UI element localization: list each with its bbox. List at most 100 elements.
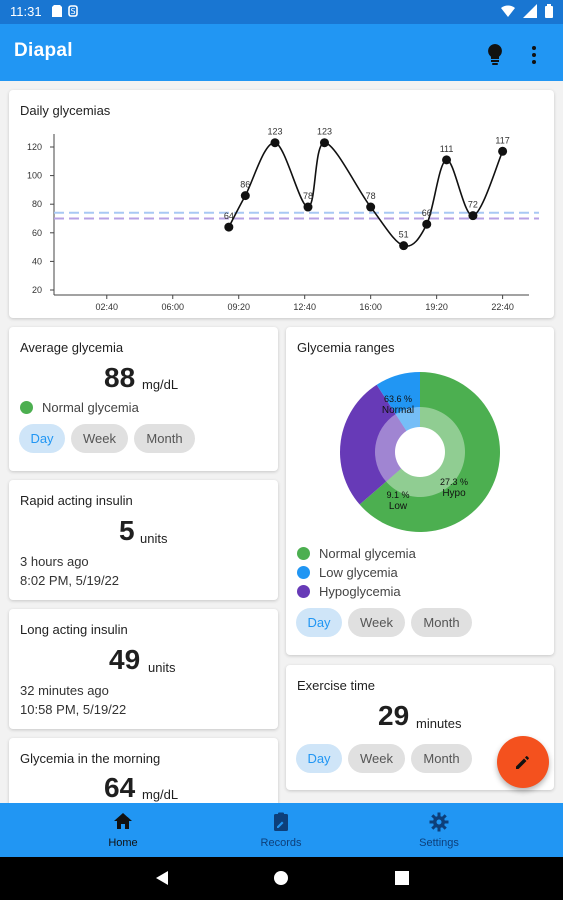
exercise-time-value: 29	[378, 700, 410, 731]
long-insulin-unit: units	[148, 660, 176, 675]
gear-icon	[429, 812, 449, 832]
long-insulin-ago: 32 minutes ago	[20, 683, 109, 698]
x-tick-label: 02:40	[96, 302, 119, 312]
glycemia-ranges-card: Glycemia ranges 63.6 % Normal 27.3 % Hypo 9.…	[286, 327, 554, 655]
morning-glycemia-unit: mg/dL	[142, 787, 179, 802]
glycemia-point	[442, 155, 452, 165]
glycemia-point-label: 111	[440, 144, 454, 154]
ranges-chip-week[interactable]: Week	[348, 608, 405, 637]
y-tick-label: 100	[27, 171, 42, 181]
rapid-insulin-title: Rapid acting insulin	[20, 493, 133, 508]
signal-icon	[523, 4, 537, 18]
overview-icon[interactable]	[395, 871, 409, 885]
system-navigation-bar	[0, 857, 563, 900]
pie-label-name: Hypo	[442, 488, 466, 499]
morning-glycemia-title: Glycemia in the morning	[20, 751, 161, 766]
y-tick-label: 60	[32, 228, 42, 238]
status-system-icons	[501, 4, 553, 18]
back-icon[interactable]	[154, 870, 170, 886]
exercise-time-unit: minutes	[416, 716, 462, 731]
long-insulin-datetime: 10:58 PM, 5/19/22	[20, 702, 127, 717]
nav-settings[interactable]: Settings	[379, 803, 499, 857]
glycemia-point	[303, 202, 313, 212]
status-dot-icon	[20, 401, 33, 414]
glycemia-point	[498, 146, 508, 156]
wifi-icon	[501, 5, 515, 17]
y-tick-label: 80	[32, 199, 42, 209]
glycemia-point	[468, 211, 478, 221]
glycemia-status-label: Normal glycemia	[42, 400, 139, 415]
exercise-time-title: Exercise time	[297, 678, 376, 693]
rapid-insulin-datetime: 8:02 PM, 5/19/22	[20, 573, 120, 588]
average-chip-week[interactable]: Week	[71, 424, 128, 453]
legend-hypo: Hypoglycemia	[297, 584, 401, 599]
glycemia-point	[366, 202, 376, 212]
x-tick-label: 22:40	[491, 302, 514, 312]
daily-glycemias-chart: 20 40 60 80 100 120 02:40 06:00 09:20 12:40 16:00 1…	[27, 127, 539, 312]
exercise-chip-week[interactable]: Week	[348, 744, 405, 773]
glycemia-point-label: 78	[303, 191, 313, 201]
glycemia-point-label: 86	[240, 180, 250, 190]
rapid-insulin-ago: 3 hours ago	[20, 554, 89, 569]
glycemia-point	[422, 219, 432, 229]
more-vert-icon[interactable]	[524, 44, 544, 66]
glycemia-ranges-title: Glycemia ranges	[297, 340, 395, 355]
x-tick-label: 06:00	[161, 302, 184, 312]
legend-low-label: Low glycemia	[319, 565, 398, 580]
glycemia-point-label: 117	[495, 135, 509, 145]
daily-glycemias-card: Daily glycemias 20 40 60 80 100 120 02:40 06:00…	[9, 90, 554, 318]
glycemia-point-label: 123	[267, 127, 282, 137]
nav-home-label: Home	[108, 837, 138, 849]
ranges-chip-month[interactable]: Month	[411, 608, 472, 637]
lightbulb-icon[interactable]	[484, 42, 506, 66]
pie-label-percent: 27.3 %	[440, 477, 468, 487]
legend-normal-dot-icon	[297, 547, 310, 560]
long-insulin-value: 49	[109, 644, 141, 675]
legend-low: Low glycemia	[297, 565, 398, 580]
app-title: Diapal	[14, 40, 73, 61]
glycemia-point-label: 78	[366, 191, 376, 201]
legend-hypo-label: Hypoglycemia	[319, 584, 401, 599]
exercise-chip-day[interactable]: Day	[296, 744, 342, 773]
nav-records[interactable]: Records	[221, 803, 341, 857]
exercise-chip-month[interactable]: Month	[411, 744, 472, 773]
glycemia-point	[319, 138, 329, 148]
average-glycemia-card: Average glycemia 88 mg/dL Normal glycemi…	[9, 327, 278, 471]
average-glycemia-title: Average glycemia	[20, 340, 124, 355]
status-bar: 11:31 S	[0, 0, 563, 24]
nav-home[interactable]: Home	[63, 803, 183, 857]
glycemia-point-label: 64	[224, 211, 234, 221]
glycemia-point-label: 123	[317, 127, 332, 137]
battery-icon	[545, 4, 553, 18]
glycemia-point-label: 66	[422, 208, 432, 218]
pencil-icon	[516, 756, 529, 769]
pie-hole	[395, 427, 445, 477]
status-time: 11:31	[10, 4, 42, 19]
x-tick-label: 09:20	[227, 302, 250, 312]
app-bar: Diapal	[0, 24, 563, 81]
pie-slice-hypo	[340, 384, 420, 505]
edit-fab-button[interactable]	[497, 736, 549, 788]
average-chip-day[interactable]: Day	[19, 424, 65, 453]
glycemia-series-line	[228, 141, 504, 247]
legend-hypo-dot-icon	[297, 585, 310, 598]
legend-normal: Normal glycemia	[297, 546, 416, 561]
morning-glycemia-value: 64	[104, 772, 136, 803]
ranges-chip-day[interactable]: Day	[296, 608, 342, 637]
average-glycemia-unit: mg/dL	[142, 377, 179, 392]
home-circle-icon[interactable]	[273, 870, 289, 886]
long-insulin-card: Long acting insulin 49 units 32 minutes …	[9, 609, 278, 729]
svg-text:S: S	[70, 7, 75, 16]
legend-low-dot-icon	[297, 566, 310, 579]
x-tick-label: 16:00	[359, 302, 382, 312]
bottom-navigation: Home Records Settings	[0, 803, 563, 857]
sd-card-icon	[52, 5, 62, 17]
rapid-insulin-value: 5	[119, 515, 135, 546]
average-glycemia-value: 88	[104, 362, 136, 393]
average-chip-month[interactable]: Month	[134, 424, 195, 453]
status-notification-icons: S	[52, 5, 78, 17]
glycemia-ranges-chart: 63.6 %Normal 27.3 %Hypo 9.1 %Low	[340, 372, 500, 532]
y-tick-label: 120	[27, 142, 42, 152]
home-icon	[114, 813, 132, 829]
sync-icon: S	[68, 5, 78, 17]
